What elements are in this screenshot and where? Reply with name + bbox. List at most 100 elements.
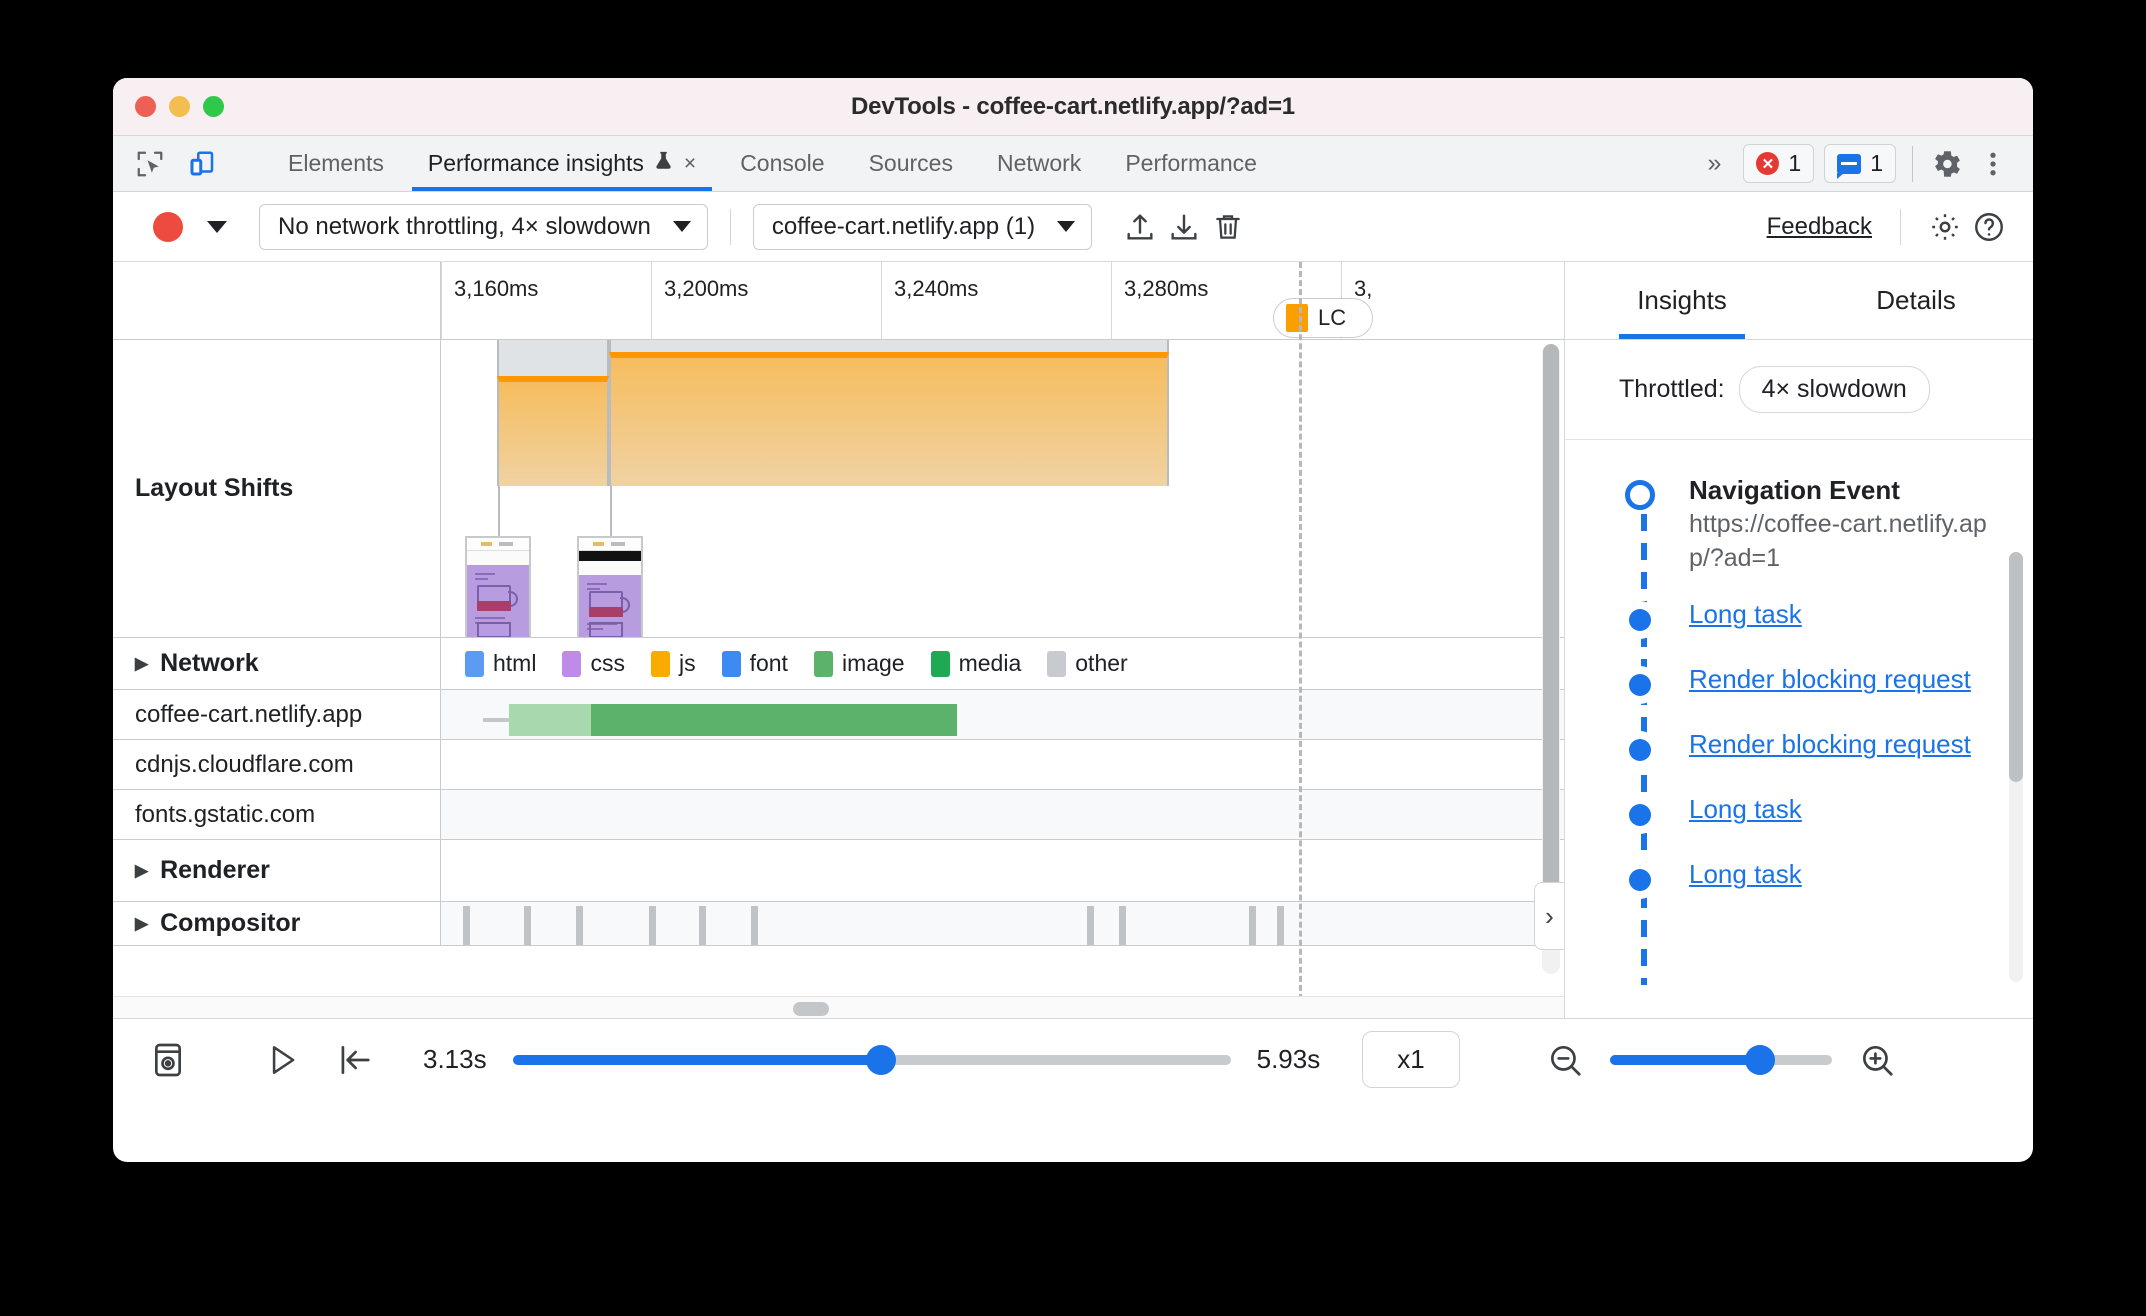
timeline-vertical-scrollbar[interactable] [1542,344,1560,974]
help-icon[interactable] [1967,205,2011,249]
insight-link-render-blocking-request[interactable]: Render blocking request [1689,664,1971,695]
kebab-menu-icon[interactable] [1975,146,2011,182]
tab-sources[interactable]: Sources [847,136,975,191]
tab-console[interactable]: Console [718,136,846,191]
list-item[interactable]: Long task [1565,794,2033,827]
tab-details-label: Details [1876,285,1956,315]
zoom-slider[interactable] [1609,1044,1832,1075]
window-controls[interactable] [135,96,224,117]
layout-shift-band[interactable] [609,352,1169,486]
insight-link-long-task[interactable]: Long task [1689,599,1802,630]
minimize-window-button[interactable] [169,96,190,117]
track-renderer-body [441,840,1564,901]
inspect-cursor-icon[interactable] [133,147,167,181]
error-count-label: 1 [1788,150,1802,176]
scrollbar-thumb[interactable] [2009,552,2023,782]
compositor-frame-tick[interactable] [524,906,531,945]
record-options-chevron-down-icon[interactable] [207,220,227,233]
close-tab-icon[interactable]: × [683,151,697,175]
compositor-frame-tick[interactable] [649,906,656,945]
message-count-badge[interactable]: 1 [1824,144,1896,183]
device-toolbar-icon[interactable] [185,147,219,181]
tab-details[interactable]: Details [1799,262,2033,339]
tab-network[interactable]: Network [975,136,1103,191]
maximize-window-button[interactable] [203,96,224,117]
chevron-right-icon[interactable]: ▶ [135,913,149,933]
filmstrip-thumbnail[interactable] [577,536,643,637]
list-item[interactable]: Render blocking request [1565,729,2033,762]
list-item[interactable]: Long task [1565,859,2033,892]
track-layout-shifts[interactable]: Layout Shifts [113,340,1564,638]
more-tabs-icon[interactable]: » [1707,149,1722,177]
legend-swatch-image [813,650,833,677]
list-item[interactable]: Render blocking request [1565,664,2033,697]
slider-knob[interactable] [1744,1044,1775,1075]
network-request-host: coffee-cart.netlify.app [113,690,441,739]
scrollbar-thumb[interactable] [793,1002,829,1016]
trash-icon[interactable] [1206,205,1250,249]
scrollbar-thumb[interactable] [1543,344,1559,899]
time-range-slider[interactable] [512,1044,1231,1075]
tab-elements[interactable]: Elements [266,136,406,191]
filmstrip-icon[interactable] [143,1035,193,1085]
compositor-frame-tick[interactable] [576,906,583,945]
devtools-window: DevTools - coffee-cart.netlify.app/?ad=1 [113,78,2033,1162]
insight-link-long-task[interactable]: Long task [1689,859,1802,890]
zoom-out-icon[interactable] [1540,1035,1590,1085]
insights-scrollbar[interactable] [2009,552,2023,982]
jump-to-start-icon[interactable] [329,1035,379,1085]
upload-icon[interactable] [1118,205,1162,249]
track-renderer[interactable]: ▶ Renderer [113,840,1564,902]
error-count-badge[interactable]: ✕ 1 [1743,144,1815,183]
network-request-wait-bar[interactable] [509,704,591,736]
list-item[interactable]: Long task [1565,599,2033,632]
compositor-frame-tick[interactable] [1087,906,1094,945]
network-request-download-bar[interactable] [591,704,957,736]
lcp-marker-badge[interactable]: LC [1273,298,1373,338]
track-compositor-label[interactable]: ▶ Compositor [113,902,441,945]
record-button[interactable] [153,211,183,242]
network-request-row[interactable]: fonts.gstatic.com [113,790,1564,840]
track-compositor[interactable]: ▶ Compositor [113,902,1564,946]
layout-shift-band[interactable] [497,376,609,486]
download-icon[interactable] [1162,205,1206,249]
settings-gear-icon[interactable] [1929,146,1965,182]
page-select[interactable]: coffee-cart.netlify.app (1) [752,203,1093,250]
compositor-frame-tick[interactable] [1249,906,1256,945]
insight-link-render-blocking-request[interactable]: Render blocking request [1689,729,1971,760]
filmstrip-thumbnail[interactable] [465,536,531,637]
chevron-right-icon[interactable]: ▶ [135,653,149,673]
collapse-sidebar-chevron-right-icon[interactable]: › [1534,882,1564,950]
insight-navigation-event[interactable]: Navigation Event https://coffee-cart.net… [1565,474,2033,575]
compositor-frame-tick[interactable] [1277,906,1284,945]
legend-label-other: other [1075,650,1128,676]
performance-settings-gear-icon[interactable] [1923,205,1967,249]
zoom-in-icon[interactable] [1852,1035,1902,1085]
throttling-select[interactable]: No network throttling, 4× slowdown [259,203,708,250]
window-titlebar: DevTools - coffee-cart.netlify.app/?ad=1 [113,78,2033,136]
tab-performance[interactable]: Performance [1103,136,1279,191]
slider-knob[interactable] [865,1044,896,1075]
track-network-label[interactable]: ▶ Network [113,638,441,689]
tab-insights[interactable]: Insights [1565,262,1799,339]
compositor-frame-tick[interactable] [463,906,470,945]
tabbar-right-controls: » ✕ 1 1 [1696,136,2034,191]
compositor-frame-tick[interactable] [751,906,758,945]
timeline-horizontal-scrollbar[interactable] [113,996,1564,1018]
track-network[interactable]: ▶ Network html css [113,638,1564,690]
play-icon[interactable] [257,1035,307,1085]
insight-link-long-task[interactable]: Long task [1689,794,1802,825]
legend-item-media: media [930,650,1021,677]
message-count-label: 1 [1870,150,1883,176]
playback-speed-button[interactable]: x1 [1362,1031,1460,1088]
thumbnail-topbar [467,538,529,551]
chevron-right-icon[interactable]: ▶ [135,860,149,880]
network-request-row[interactable]: coffee-cart.netlify.app [113,690,1564,740]
network-request-row[interactable]: cdnjs.cloudflare.com [113,740,1564,790]
feedback-link[interactable]: Feedback [1766,212,1872,240]
close-window-button[interactable] [135,96,156,117]
tab-performance-insights[interactable]: Performance insights × [406,136,718,191]
track-renderer-label[interactable]: ▶ Renderer [113,840,441,901]
compositor-frame-tick[interactable] [699,906,706,945]
compositor-frame-tick[interactable] [1119,906,1126,945]
